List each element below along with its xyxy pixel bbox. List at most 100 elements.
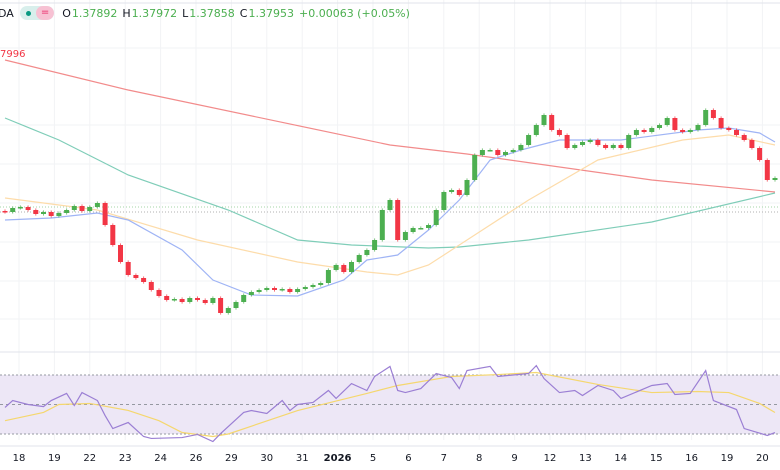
candle-up [402, 232, 408, 240]
rsi-line [4, 364, 776, 443]
candle-down [672, 118, 678, 130]
rsi-ma-line [4, 371, 776, 438]
candle-up [410, 228, 416, 232]
candle-down [456, 190, 462, 195]
open-key: O [62, 6, 71, 20]
candle-up [264, 288, 270, 290]
symbol-name[interactable]: DA [0, 6, 14, 20]
candle-down [495, 150, 501, 155]
candle-down [125, 262, 131, 275]
ma-value-label: 7996 [0, 49, 26, 60]
x-tick-label: 13 [579, 453, 592, 464]
candle-up [587, 140, 593, 142]
candle-down [741, 135, 747, 140]
x-tick-label: 2026 [324, 453, 352, 464]
candle-up [64, 210, 70, 213]
candle-up [510, 150, 516, 152]
candle-up [372, 240, 378, 250]
candle-down [603, 145, 609, 148]
x-tick-label: 26 [190, 453, 203, 464]
candle-up [464, 180, 470, 195]
x-tick-label: 29 [225, 453, 238, 464]
candle-up [472, 155, 478, 180]
candle-up [387, 200, 393, 210]
candle-up [310, 285, 316, 287]
candle-up [772, 178, 778, 180]
candle-down [156, 290, 162, 296]
candle-up [318, 283, 324, 285]
status-pill[interactable]: = [19, 6, 55, 20]
candle-up [580, 142, 585, 145]
x-tick-label: 16 [685, 453, 698, 464]
candle-down [618, 145, 624, 148]
candle-up [649, 128, 655, 132]
x-tick-label: 12 [544, 453, 557, 464]
candle-up [687, 130, 693, 132]
close-value: 1.37953 [248, 6, 294, 20]
low-key: L [182, 6, 189, 20]
candle-up [626, 135, 632, 148]
green-dot-icon [25, 10, 31, 16]
candle-down [102, 203, 108, 225]
x-tick-label: 5 [370, 453, 376, 464]
candle-down [133, 275, 139, 278]
x-tick-label: 23 [119, 453, 132, 464]
candle-up [695, 125, 701, 130]
equals-icon[interactable]: = [35, 6, 55, 20]
candle-down [25, 207, 31, 210]
candle-up [664, 118, 670, 125]
moving-average-line [4, 59, 776, 193]
candle-up [610, 145, 616, 148]
candle-up [256, 290, 262, 292]
candle-down [33, 210, 39, 214]
candle-up [225, 308, 231, 313]
candle-up [87, 207, 93, 211]
candle-down [749, 140, 755, 148]
candle-up [572, 145, 578, 148]
candle-up [526, 135, 532, 145]
candle-up [364, 250, 370, 255]
candle-down [734, 130, 739, 135]
candle-up [503, 152, 508, 155]
candle-up [248, 292, 254, 295]
candle-up [302, 287, 308, 289]
candle-down [564, 135, 570, 148]
candle-down [710, 110, 716, 118]
candle-up [379, 210, 385, 240]
candle-down [179, 299, 185, 302]
candle-down [141, 278, 147, 282]
moving-average-line [4, 127, 776, 297]
candle-down [341, 265, 347, 272]
candle-up [657, 125, 662, 128]
candle-down [718, 118, 724, 128]
candle-down [202, 300, 208, 303]
candle-down [2, 211, 8, 213]
candle-up [333, 265, 339, 270]
candle-up [441, 192, 447, 210]
candle-down [680, 130, 686, 132]
candle-up [241, 295, 247, 302]
candle-down [110, 225, 116, 245]
candle-up [349, 262, 354, 272]
x-tick-label: 7 [441, 453, 447, 464]
x-tick-label: 14 [614, 453, 627, 464]
x-tick-label: 30 [260, 453, 273, 464]
candle-down [218, 298, 224, 313]
high-key: H [122, 6, 131, 20]
low-value: 1.37858 [189, 6, 235, 20]
candle-up [94, 203, 100, 207]
candle-up [41, 212, 46, 214]
candle-up [449, 190, 455, 192]
candle-up [171, 299, 177, 301]
x-tick-label: 19 [48, 453, 61, 464]
x-tick-label: 31 [296, 453, 309, 464]
candle-up [533, 125, 539, 135]
candle-down [118, 245, 123, 262]
candle-up [233, 302, 239, 308]
candle-up [518, 145, 524, 150]
candle-down [148, 282, 154, 290]
candle-down [549, 115, 555, 130]
candle-down [726, 128, 732, 130]
candle-up [426, 225, 431, 228]
